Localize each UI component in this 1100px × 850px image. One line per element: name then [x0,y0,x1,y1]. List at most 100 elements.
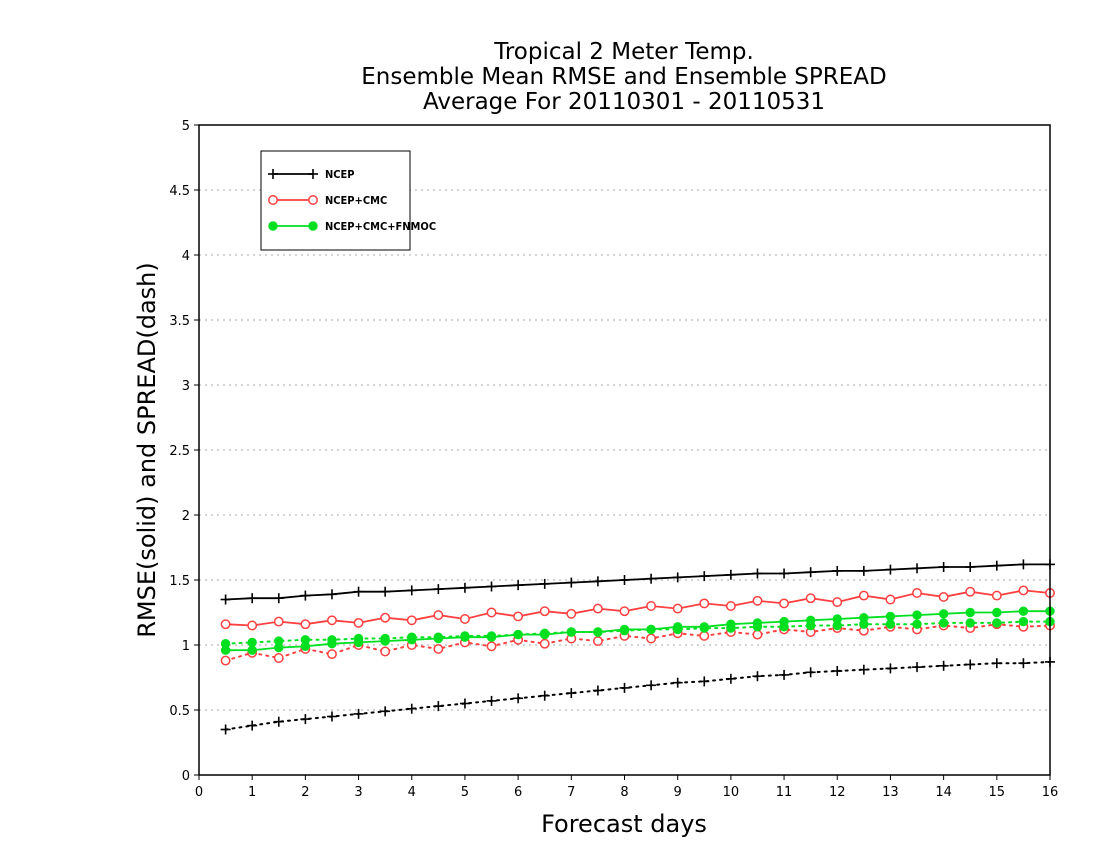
data-point [486,631,497,641]
x-tick-label: 11 [776,785,793,800]
data-point [699,630,710,641]
data-point [752,568,763,579]
data-point [300,714,311,725]
data-point [699,623,709,633]
data-point [619,626,630,636]
data-point [938,609,949,619]
data-point [300,635,311,645]
data-point [619,606,630,617]
data-point [991,658,1002,669]
data-point [566,608,577,619]
data-point [991,590,1002,601]
data-point [273,616,284,627]
data-point [539,606,550,617]
data-point [965,618,975,628]
data-point [619,682,630,693]
data-point [858,590,869,601]
data-point [273,593,284,604]
y-tick-label: 2 [182,509,190,524]
data-point [991,560,1002,571]
data-point [832,565,843,576]
data-point [273,716,284,727]
data-point [539,578,550,589]
data-point [858,565,869,576]
data-point [885,663,896,674]
data-point [1018,585,1029,596]
data-point [592,685,603,696]
data-point [513,629,523,640]
data-point [406,615,417,626]
x-tick-label: 13 [882,785,899,800]
data-point [885,564,896,575]
data-point [327,615,337,626]
data-point [912,563,923,574]
data-point [725,601,736,611]
data-point [912,610,922,620]
chart-title: Tropical 2 Meter Temp. Ensemble Mean RMS… [361,39,886,115]
series-ncep-cmc-rmse [220,585,1055,631]
data-point [646,624,656,635]
data-point [699,571,710,582]
data-point [646,633,657,644]
data-point [566,688,577,699]
data-point [220,639,231,649]
data-point [1018,559,1029,570]
x-tick-label: 1 [248,785,256,800]
series-ncep-rmse [220,559,1055,605]
data-point [247,593,258,604]
data-point [268,169,278,179]
legend: NCEP NCEP+CMC NCEP+CMC+FNMOC [260,150,436,251]
data-point [699,676,710,687]
x-tick-label: 9 [674,785,682,800]
data-point [326,711,337,722]
legend-label: NCEP [325,168,355,181]
data-point [646,573,657,584]
legend-entry: NCEP [268,168,355,181]
data-point [486,641,497,652]
data-point [965,586,976,597]
data-point [992,607,1002,618]
data-point [752,595,763,606]
data-point [1018,616,1029,627]
data-point [380,706,391,717]
x-axis-label: Forecast days [541,810,707,838]
data-point [805,593,816,604]
data-point [752,622,763,632]
series-unlabelled-3-spread [220,616,1055,649]
data-point [912,588,922,598]
data-point [540,628,550,638]
data-point [752,629,763,640]
data-point [646,680,657,691]
data-point [220,594,231,605]
x-tick-label: 0 [195,785,203,800]
data-point [220,724,231,735]
data-point [912,662,923,673]
x-tick-label: 5 [461,785,469,800]
x-axis: 0 1 2 3 4 5 6 7 8 9 10 11 12 13 14 15 16 [195,775,1058,800]
x-tick-label: 3 [354,785,362,800]
data-point [300,590,311,601]
y-tick-label: 1 [182,639,190,654]
y-tick-label: 5 [182,119,190,134]
data-point [938,618,949,628]
legend-label: NCEP+CMC+FNMOC [325,220,436,233]
data-point [779,622,789,632]
data-point [433,584,444,595]
data-point [380,646,391,657]
data-point [672,603,683,614]
data-point [433,643,444,654]
data-point [965,607,975,618]
data-point [592,576,603,587]
data-point [539,638,550,649]
data-point [353,617,364,628]
data-point [779,669,790,680]
data-point [885,611,896,622]
data-point [433,610,444,621]
data-point [885,619,896,629]
data-point [938,660,949,671]
y-axis-label: RMSE(solid) and SPREAD(dash) [133,262,161,638]
data-point [406,703,417,714]
data-point [725,569,736,580]
series-ncep-spread [220,656,1055,735]
